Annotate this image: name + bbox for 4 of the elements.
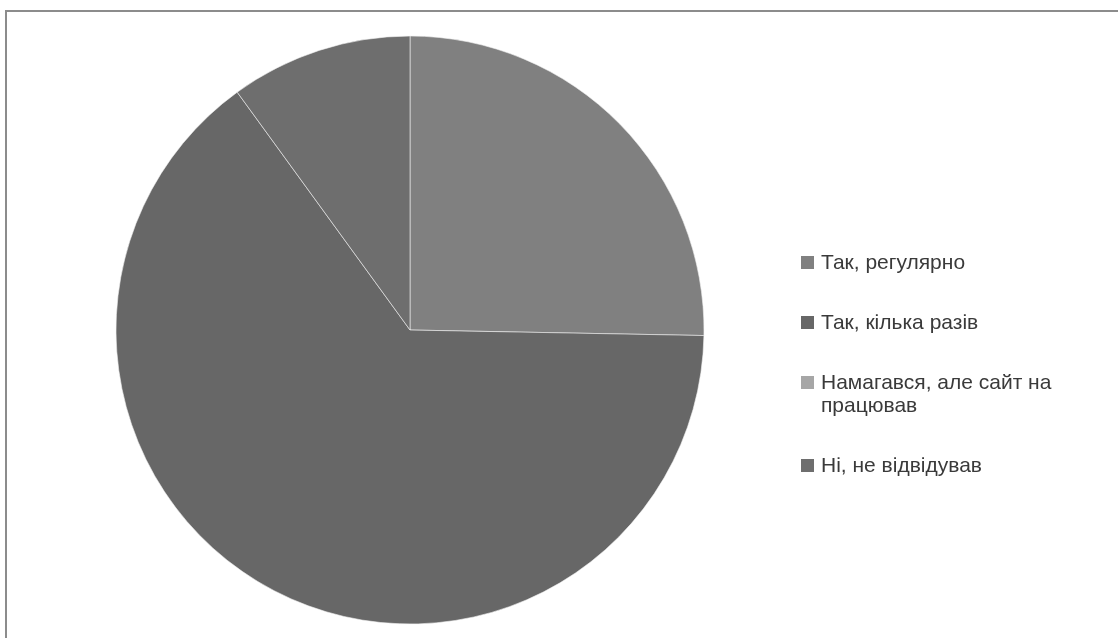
legend-label: Так, регулярно: [821, 249, 966, 273]
legend-label: Намагався, але сайт на працював: [821, 369, 1052, 416]
legend-label: Так, кілька разів: [821, 309, 979, 333]
legend-label: Ні, не відвідував: [821, 452, 983, 476]
